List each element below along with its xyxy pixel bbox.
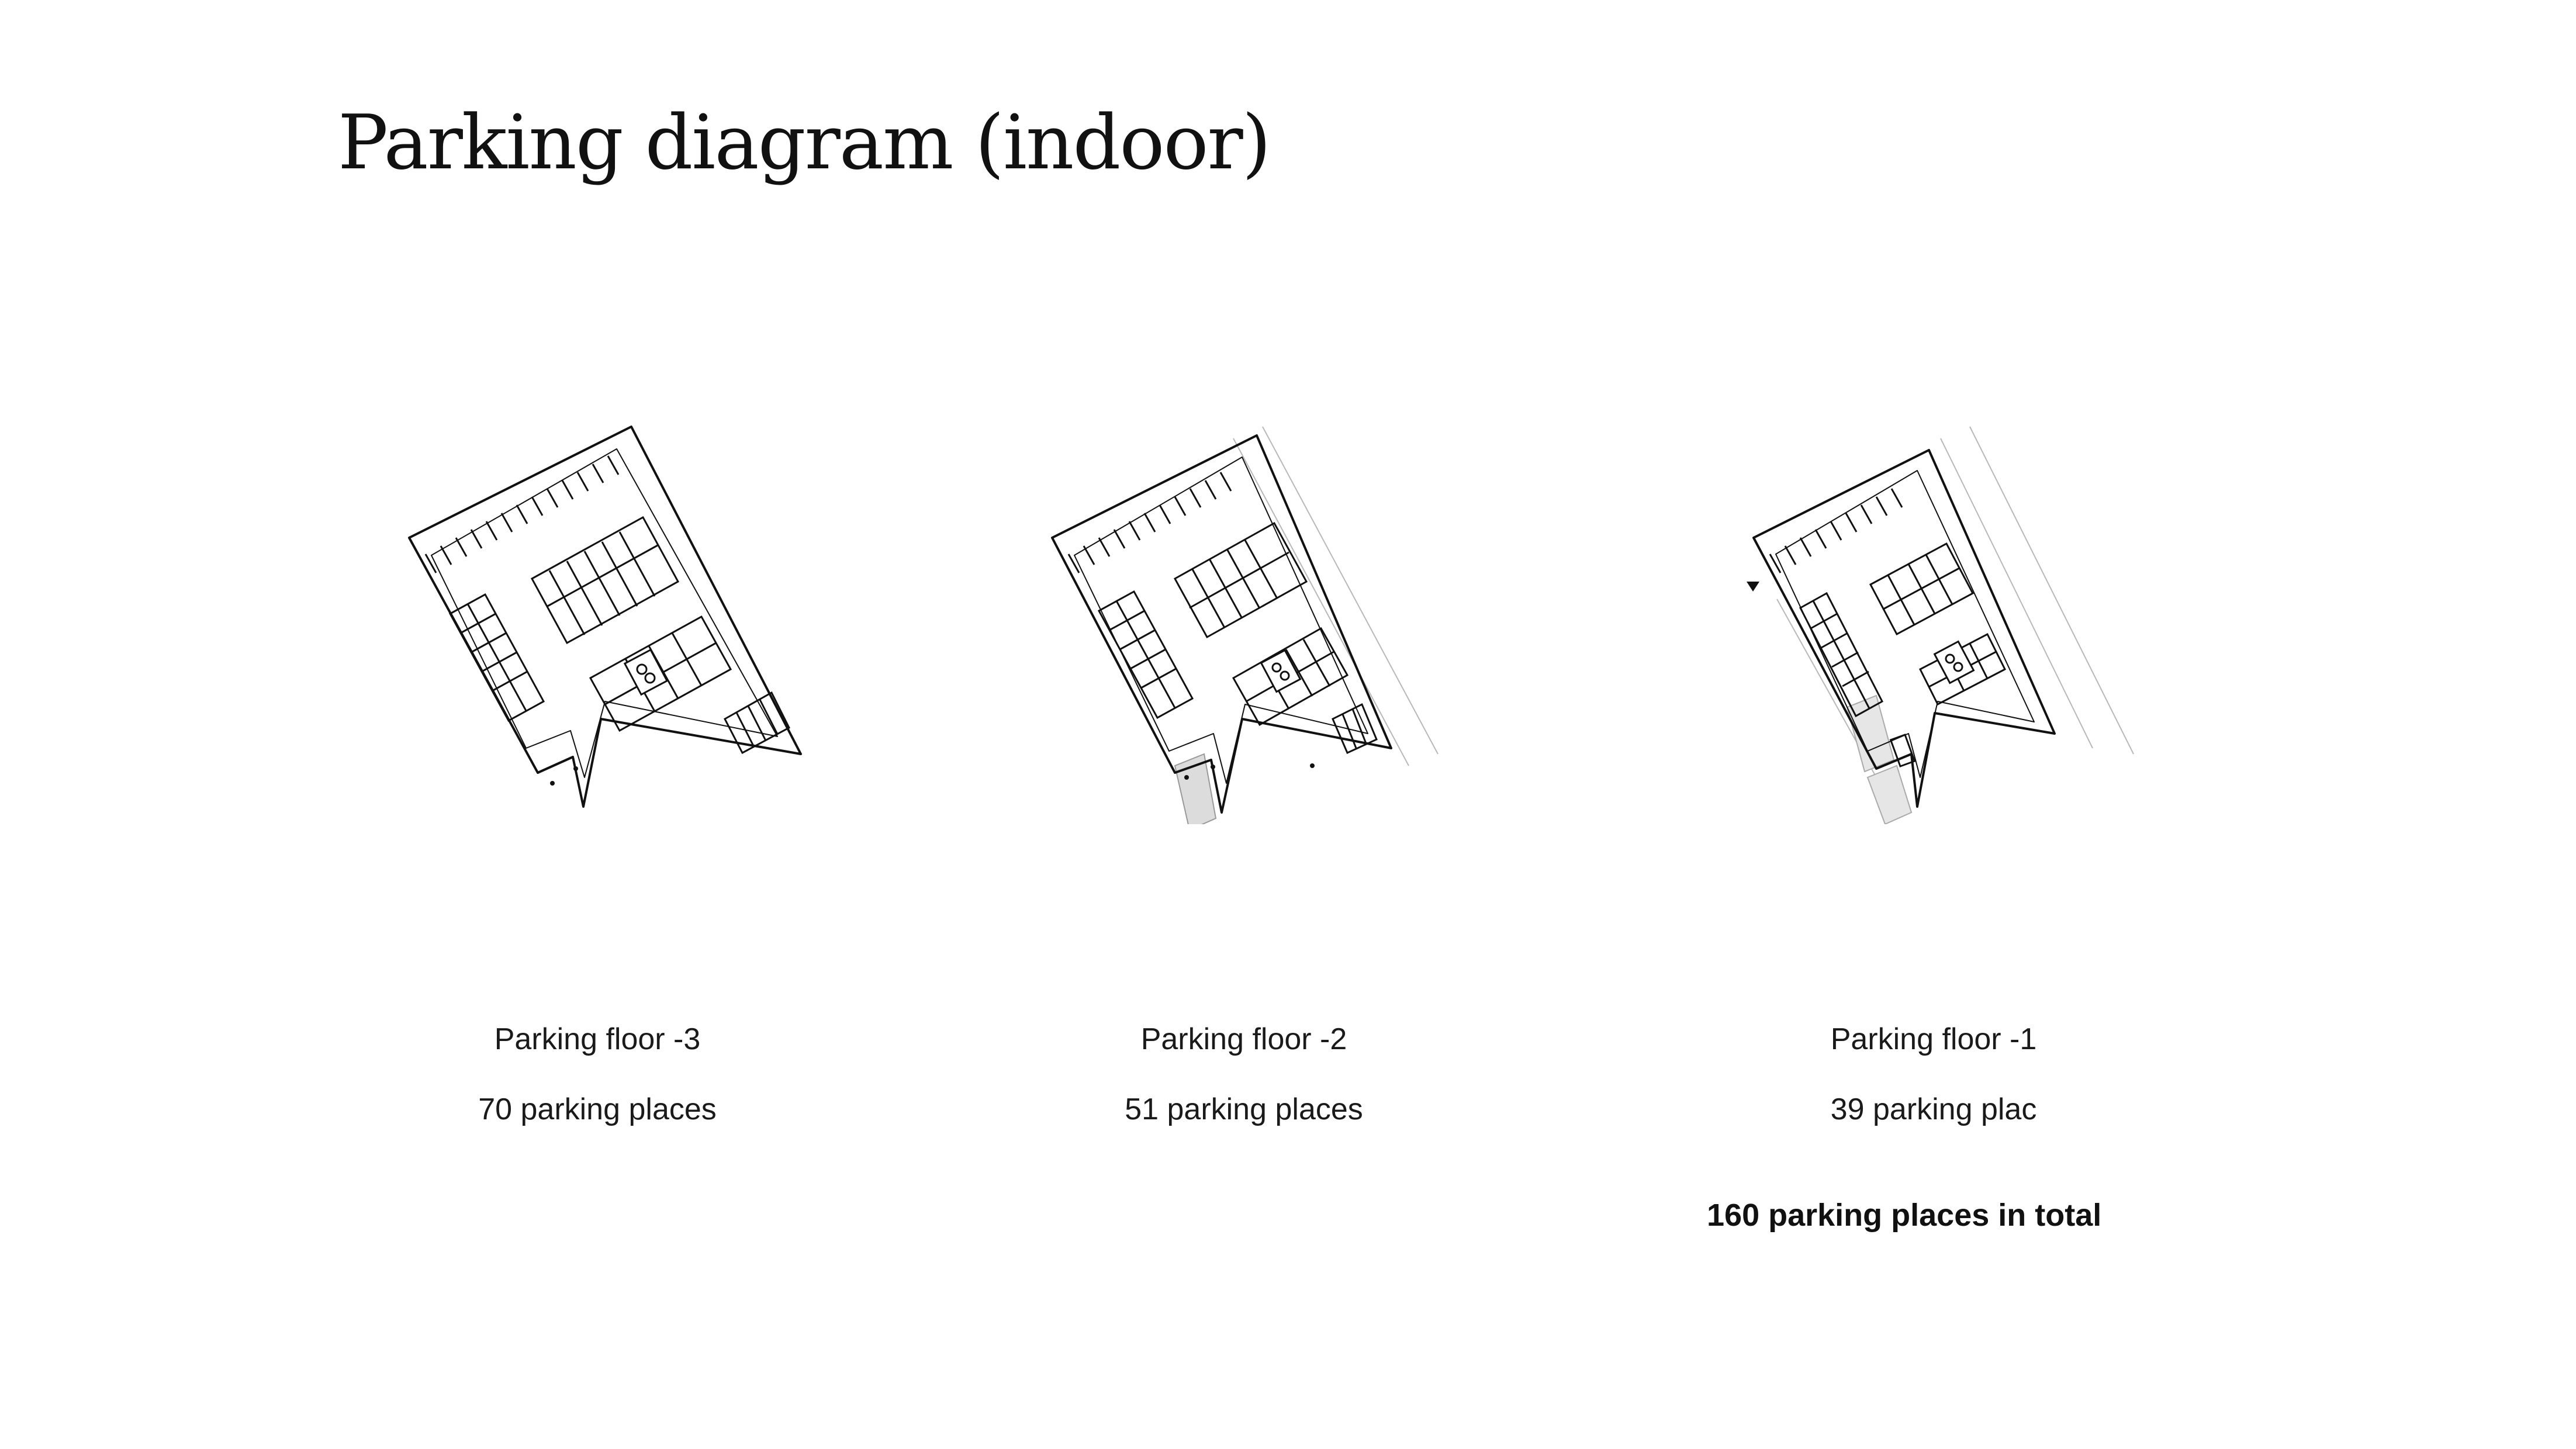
floor-minus-3-label: Parking floor -3 [494,1022,701,1056]
inner-court [1074,457,1368,784]
floor-plan-minus-3-drawing [408,426,802,808]
floor-plan-minus-2 [1040,403,1461,824]
outline [408,426,802,808]
floor-minus-2-places: 51 parking places [1125,1092,1363,1126]
floor-plan-minus-3 [397,403,818,824]
outline [1051,434,1392,814]
entrance-arrow [1747,582,1759,592]
inner-court [431,448,778,778]
outline [1752,449,2056,808]
floor-minus-1-label: Parking floor -1 [1830,1022,2037,1056]
inner-court [1775,470,2035,778]
floor-plan-minus-2-drawing [1051,426,1439,824]
floor-plan-minus-1-drawing [1747,426,2134,824]
floor-minus-1-places: 39 parking plac [1830,1092,2037,1126]
page-title: Parking diagram (indoor) [338,99,1271,186]
total-parking-places: 160 parking places in total [1707,1198,2102,1233]
floor-minus-3-places: 70 parking places [478,1092,717,1126]
floor-plan-minus-1 [1742,403,2163,824]
floor-minus-2-label: Parking floor -2 [1140,1022,1347,1056]
